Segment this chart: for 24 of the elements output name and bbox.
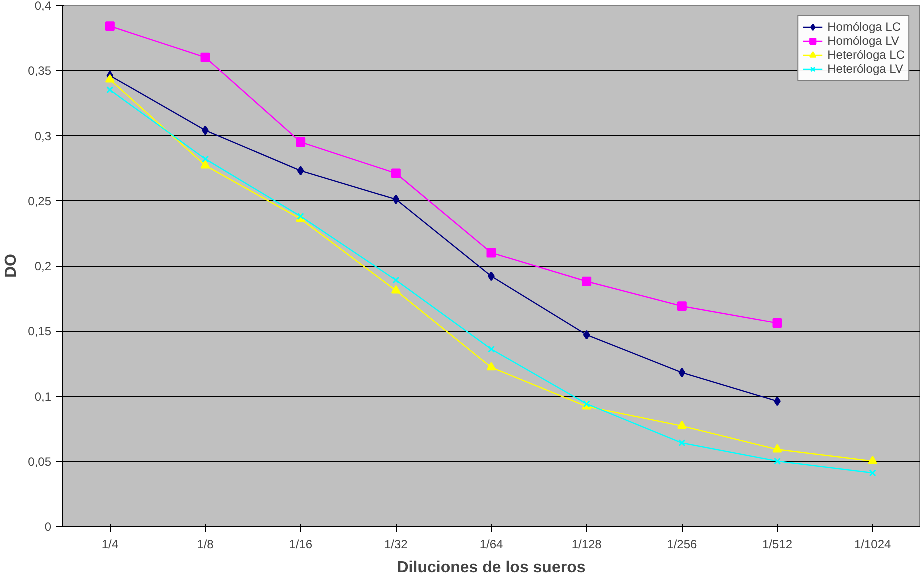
legend-label: Heteróloga LC	[828, 48, 905, 62]
x-tick-label: 1/1024	[854, 538, 892, 552]
legend-label: Homóloga LC	[828, 20, 901, 34]
legend-label: Homóloga LV	[828, 34, 900, 48]
y-tick-label: 0,35	[28, 64, 52, 78]
legend-label: Heteróloga LV	[828, 62, 904, 76]
x-tick-label: 1/4	[102, 538, 119, 552]
x-tick-label: 1/64	[480, 538, 504, 552]
x-tick-label: 1/256	[667, 538, 698, 552]
y-tick-label: 0,25	[28, 194, 52, 208]
x-tick-label: 1/8	[197, 538, 214, 552]
x-tick-label: 1/128	[572, 538, 602, 552]
y-tick-label: 0,3	[34, 129, 52, 144]
y-tick-label: 0,4	[34, 0, 52, 13]
y-tick-label: 0,1	[34, 390, 52, 404]
y-tick-label: 0	[44, 520, 52, 534]
x-tick-label: 1/512	[762, 538, 793, 552]
y-axis-title: DO	[3, 254, 20, 278]
x-axis-title: Diluciones de los sueros	[397, 560, 586, 576]
x-tick-label: 1/16	[289, 538, 313, 552]
y-tick-label: 0,2	[34, 260, 52, 274]
x-tick-label: 1/32	[384, 538, 408, 552]
y-tick-label: 0,15	[28, 324, 52, 339]
y-tick-label: 0,05	[28, 454, 52, 469]
